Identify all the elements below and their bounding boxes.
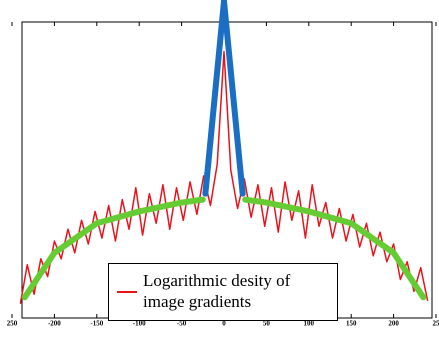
x-tick-label: -50 — [177, 320, 187, 328]
x-tick-label: 50 — [263, 320, 271, 328]
series-line — [19, 50, 429, 304]
series-line — [202, 0, 246, 197]
legend-label: Logarithmic desity of image gradients — [143, 271, 291, 311]
legend: Logarithmic desity of image gradients — [108, 263, 338, 321]
series-line — [21, 196, 427, 301]
x-tick-label: 150 — [346, 320, 357, 328]
x-tick-label: -100 — [133, 320, 146, 328]
x-tick-label: -150 — [90, 320, 103, 328]
x-tick-label: -200 — [48, 320, 61, 328]
x-tick-label: 25 — [433, 320, 439, 328]
x-tick-label: 200 — [388, 320, 399, 328]
x-tick-label: 100 — [304, 320, 315, 328]
legend-swatch — [117, 291, 137, 293]
x-tick-label: 250 — [7, 320, 18, 328]
x-tick-label: 0 — [222, 320, 226, 328]
